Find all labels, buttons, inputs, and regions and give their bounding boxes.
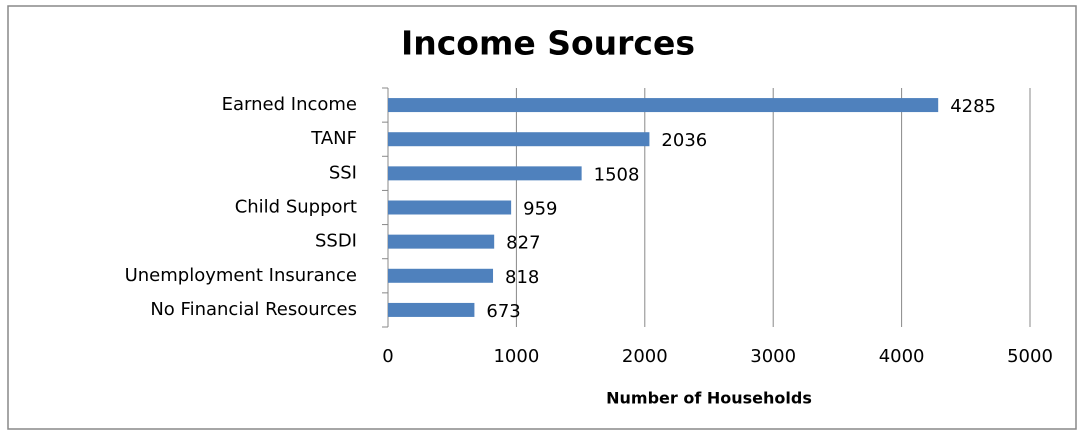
bar — [388, 132, 650, 147]
data-label: 4285 — [950, 96, 996, 117]
data-label: 1508 — [594, 164, 640, 185]
data-label: 827 — [506, 233, 540, 254]
chart-frame — [7, 5, 1077, 430]
x-tick-label: 2000 — [622, 346, 668, 367]
bar — [388, 200, 512, 215]
y-tick-label: SSI — [329, 162, 357, 183]
x-tick-label: 4000 — [879, 346, 925, 367]
x-tick-label: 5000 — [1007, 346, 1053, 367]
y-tick-label: TANF — [310, 128, 357, 149]
y-tick-label: Child Support — [235, 197, 357, 218]
bar — [388, 268, 494, 283]
bar — [388, 302, 475, 317]
data-label: 818 — [505, 267, 539, 288]
y-tick-label: Unemployment Insurance — [125, 265, 357, 286]
x-tick-label: 3000 — [750, 346, 796, 367]
bar — [388, 234, 495, 249]
x-axis-title: Number of Households — [606, 389, 812, 408]
chart-title: Income Sources — [401, 24, 695, 63]
bar — [388, 166, 582, 181]
data-label: 673 — [486, 301, 520, 322]
y-tick-label: No Financial Resources — [150, 299, 357, 320]
x-tick-label: 1000 — [493, 346, 539, 367]
data-label: 2036 — [661, 130, 707, 151]
y-tick-label: Earned Income — [222, 94, 357, 115]
bar — [388, 98, 939, 113]
x-tick-label: 0 — [382, 346, 393, 367]
y-tick-label: SSDI — [315, 231, 357, 252]
data-label: 959 — [523, 199, 557, 220]
